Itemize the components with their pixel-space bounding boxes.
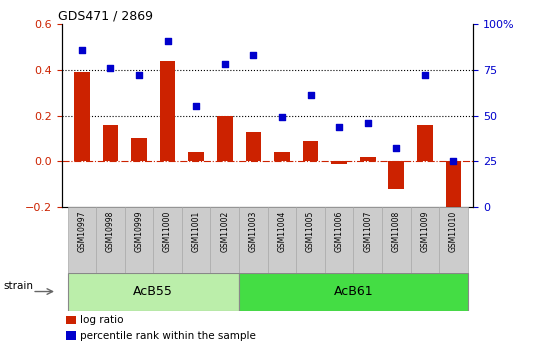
Point <box>164 38 172 43</box>
Text: GSM11005: GSM11005 <box>306 210 315 252</box>
Bar <box>66 316 76 324</box>
Point <box>77 47 86 52</box>
Bar <box>160 61 175 161</box>
Text: AcB55: AcB55 <box>133 285 173 298</box>
Bar <box>182 207 210 273</box>
Point <box>134 72 143 78</box>
Bar <box>410 207 439 273</box>
Bar <box>210 207 239 273</box>
Bar <box>74 72 90 161</box>
Bar <box>68 207 96 273</box>
Text: strain: strain <box>3 281 33 291</box>
Bar <box>268 207 296 273</box>
Point <box>278 115 286 120</box>
Text: GSM11008: GSM11008 <box>392 210 401 252</box>
Text: GSM11003: GSM11003 <box>249 210 258 252</box>
Point <box>421 72 429 78</box>
Text: GSM10998: GSM10998 <box>106 210 115 252</box>
Text: GSM11010: GSM11010 <box>449 210 458 252</box>
Point <box>106 65 115 71</box>
Bar <box>239 273 468 310</box>
Text: GSM11007: GSM11007 <box>363 210 372 252</box>
Bar <box>331 161 347 164</box>
Text: GSM11001: GSM11001 <box>192 210 201 252</box>
Bar <box>68 273 239 310</box>
Point <box>449 159 458 164</box>
Point <box>335 124 343 129</box>
Bar <box>96 207 125 273</box>
Point <box>306 93 315 98</box>
Text: GSM11009: GSM11009 <box>420 210 429 252</box>
Bar <box>382 207 410 273</box>
Point <box>392 146 401 151</box>
Bar <box>66 331 76 340</box>
Bar <box>245 131 261 161</box>
Text: GSM11004: GSM11004 <box>278 210 286 252</box>
Bar <box>296 207 325 273</box>
Text: GDS471 / 2869: GDS471 / 2869 <box>58 10 153 23</box>
Point <box>363 120 372 126</box>
Bar <box>239 207 268 273</box>
Text: GSM11000: GSM11000 <box>163 210 172 252</box>
Bar <box>103 125 118 161</box>
Text: AcB61: AcB61 <box>334 285 373 298</box>
Bar <box>153 207 182 273</box>
Bar <box>131 138 147 161</box>
Point <box>221 62 229 67</box>
Bar <box>388 161 404 189</box>
Bar <box>439 207 468 273</box>
Bar <box>417 125 433 161</box>
Text: log ratio: log ratio <box>80 315 124 325</box>
Text: GSM10997: GSM10997 <box>77 210 87 252</box>
Bar <box>274 152 290 161</box>
Text: percentile rank within the sample: percentile rank within the sample <box>80 331 256 341</box>
Text: GSM11002: GSM11002 <box>220 210 229 252</box>
Bar <box>360 157 376 161</box>
Bar <box>353 207 382 273</box>
Text: GSM10999: GSM10999 <box>134 210 144 252</box>
Bar <box>325 207 353 273</box>
Point <box>192 104 201 109</box>
Text: GSM11006: GSM11006 <box>335 210 344 252</box>
Bar <box>188 152 204 161</box>
Bar <box>217 116 232 161</box>
Bar <box>445 161 461 218</box>
Point <box>249 52 258 58</box>
Bar <box>125 207 153 273</box>
Bar <box>303 141 318 161</box>
